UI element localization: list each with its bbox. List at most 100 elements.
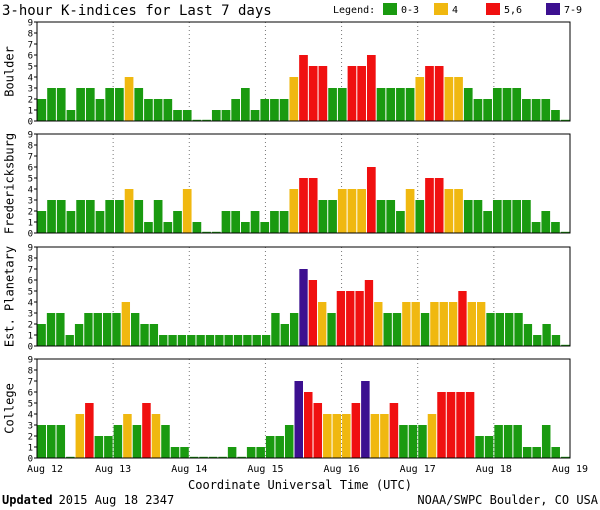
- bar: [74, 324, 84, 346]
- bar: [260, 222, 270, 233]
- bar: [473, 200, 483, 233]
- bar: [121, 302, 131, 346]
- bar: [376, 88, 386, 121]
- bar: [37, 99, 47, 121]
- bar: [505, 313, 514, 346]
- bar: [465, 392, 475, 458]
- bar: [494, 425, 503, 458]
- bar: [533, 335, 542, 346]
- bar: [454, 77, 463, 121]
- y-tick-label: 5: [28, 400, 33, 410]
- bar: [420, 313, 430, 346]
- bar: [105, 200, 115, 233]
- y-tick-label: 4: [28, 299, 33, 309]
- bar: [196, 335, 205, 346]
- y-tick-label: 4: [28, 411, 33, 421]
- bar: [56, 88, 66, 121]
- bar: [37, 425, 47, 458]
- bar: [448, 302, 458, 346]
- bar: [192, 119, 202, 121]
- bar: [173, 211, 182, 233]
- bar: [411, 302, 420, 346]
- panel-frame: [36, 358, 571, 459]
- bar: [439, 302, 448, 346]
- bar: [299, 178, 308, 233]
- bar: [252, 335, 261, 346]
- bar: [522, 447, 532, 458]
- y-tick-label: 2: [28, 433, 33, 443]
- bar: [76, 200, 85, 233]
- bar: [94, 436, 104, 458]
- bar: [199, 456, 208, 458]
- bar: [211, 231, 221, 233]
- x-tick-label: Aug 17: [400, 464, 436, 475]
- bar: [37, 211, 47, 233]
- bar: [396, 88, 405, 121]
- y-tick-label: 6: [28, 277, 33, 287]
- bar: [473, 99, 483, 121]
- bar: [163, 222, 173, 233]
- bar: [492, 200, 502, 233]
- bar: [56, 200, 66, 233]
- y-tick-label: 5: [28, 175, 33, 185]
- bar: [153, 99, 163, 121]
- bar: [289, 77, 299, 121]
- station-label: Est. Planetary: [3, 246, 17, 347]
- bar: [512, 200, 522, 233]
- x-tick-label: Aug 14: [171, 464, 207, 475]
- y-tick-label: 8: [28, 255, 33, 265]
- bar: [366, 55, 376, 121]
- bar: [323, 414, 332, 458]
- bar: [47, 425, 56, 458]
- bar: [475, 436, 484, 458]
- bar: [224, 335, 233, 346]
- bar: [551, 335, 561, 346]
- bar: [357, 66, 366, 121]
- legend-entry-2: 5,6: [504, 5, 522, 16]
- updated-line: Updated 2015 Aug 18 2347: [2, 493, 174, 507]
- y-tick-label: 9: [28, 356, 33, 366]
- y-tick-label: 1: [28, 219, 33, 229]
- bar: [386, 88, 396, 121]
- bar: [347, 189, 357, 233]
- bar: [202, 231, 211, 233]
- bar: [304, 392, 313, 458]
- bar: [327, 313, 336, 346]
- legend-entry-1: 4: [452, 5, 458, 16]
- bar: [131, 313, 140, 346]
- bar: [134, 88, 144, 121]
- bar: [434, 178, 444, 233]
- x-tick-label: Aug 18: [476, 464, 512, 475]
- bar: [463, 200, 473, 233]
- legend-entry-0: 0-3: [401, 5, 419, 16]
- bar: [366, 167, 376, 233]
- bar: [463, 88, 473, 121]
- x-axis-ticks: Aug 12 Aug 13 Aug 14 Aug 15 Aug 16 Aug 17 Aug …: [27, 464, 588, 475]
- bar: [418, 425, 427, 458]
- bar: [531, 99, 541, 121]
- y-tick-label: 3: [28, 310, 33, 320]
- source-credit: NOAA/SWPC Boulder, CO USA: [417, 493, 598, 507]
- bar: [551, 222, 560, 233]
- y-tick-label: 4: [28, 186, 33, 196]
- bar: [66, 211, 76, 233]
- bar: [180, 447, 189, 458]
- bar: [260, 99, 270, 121]
- bar: [241, 222, 250, 233]
- bar: [142, 403, 151, 458]
- bar: [275, 436, 284, 458]
- y-tick-label: 6: [28, 164, 33, 174]
- bar: [124, 189, 134, 233]
- bar: [227, 447, 237, 458]
- bar: [541, 211, 551, 233]
- bar: [357, 189, 366, 233]
- bar: [37, 324, 46, 346]
- y-tick-label: 6: [28, 389, 33, 399]
- x-tick-label: Aug 15: [247, 464, 283, 475]
- bar: [355, 291, 364, 346]
- bar: [65, 335, 74, 346]
- panel-frame: [36, 246, 571, 347]
- y-tick-label: 8: [28, 142, 33, 152]
- bar: [205, 335, 215, 346]
- bar: [149, 324, 159, 346]
